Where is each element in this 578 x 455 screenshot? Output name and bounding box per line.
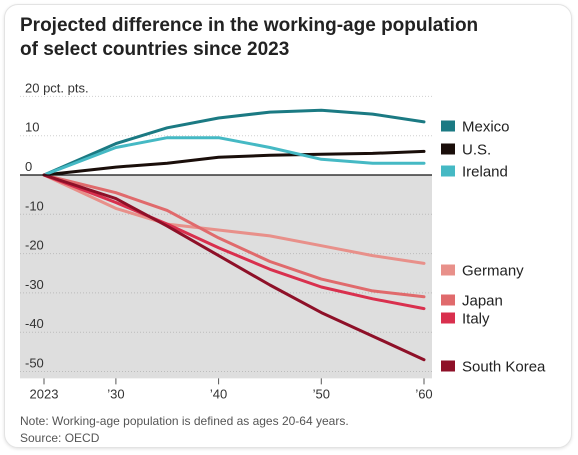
series-line-u-s — [42, 149, 426, 177]
legend-swatch — [441, 143, 455, 155]
series-lines — [20, 108, 432, 362]
x-tick-label: ’50 — [313, 386, 330, 401]
series-line-south-korea — [42, 173, 426, 362]
legend-label: Germany — [462, 263, 524, 280]
legend-swatch — [441, 294, 455, 306]
series-line-mexico — [42, 108, 426, 177]
series-line-italy — [42, 173, 426, 311]
legend-label: South Korea — [462, 359, 546, 376]
y-tick-label: 20 pct. pts. — [25, 80, 89, 95]
legend-swatch — [441, 360, 455, 372]
y-tick-label: -40 — [25, 316, 44, 331]
legend-label: Italy — [462, 311, 490, 328]
series-line-japan — [42, 173, 426, 299]
chart-title-line-1: Projected difference in the working-age … — [20, 15, 479, 36]
x-tick-label: 2023 — [30, 386, 59, 401]
y-tick-label: -50 — [25, 356, 44, 371]
x-tick-label: ’30 — [107, 386, 124, 401]
x-tick-label: ’60 — [415, 386, 432, 401]
y-tick-label: -10 — [25, 198, 44, 213]
series-line-ireland — [42, 136, 426, 177]
negative-region-background — [20, 175, 432, 379]
y-tick-label: 0 — [25, 159, 32, 174]
legend-swatch — [441, 165, 455, 177]
chart-title: Projected difference in the working-age … — [20, 14, 540, 62]
legend-swatch — [441, 120, 455, 132]
y-axis-labels: 20 pct. pts. 10 0 -10 -20 -30 -40 -50 — [25, 80, 89, 370]
negative-shading — [20, 175, 432, 379]
series-line-germany — [42, 173, 426, 265]
y-tick-label: -30 — [25, 277, 44, 292]
y-tick-label: 10 — [25, 120, 39, 135]
y-tick-label: -20 — [25, 238, 44, 253]
note-text: Note: Working-age population is defined … — [20, 414, 349, 428]
x-tick-label: ’40 — [210, 386, 227, 401]
legend-label: Ireland — [462, 164, 508, 181]
source-text: Source: OECD — [20, 431, 100, 445]
chart-title-line-2: of select countries since 2023 — [20, 39, 290, 60]
legend-label: Japan — [462, 293, 503, 310]
x-axis: 2023 ’30 ’40 ’50 ’60 — [30, 378, 433, 401]
legend-swatch — [441, 312, 455, 324]
legend-swatch — [441, 264, 455, 276]
chart-footnote: Note: Working-age population is defined … — [20, 413, 349, 447]
legend-label: U.S. — [462, 142, 491, 159]
legend-label: Mexico — [462, 119, 510, 136]
